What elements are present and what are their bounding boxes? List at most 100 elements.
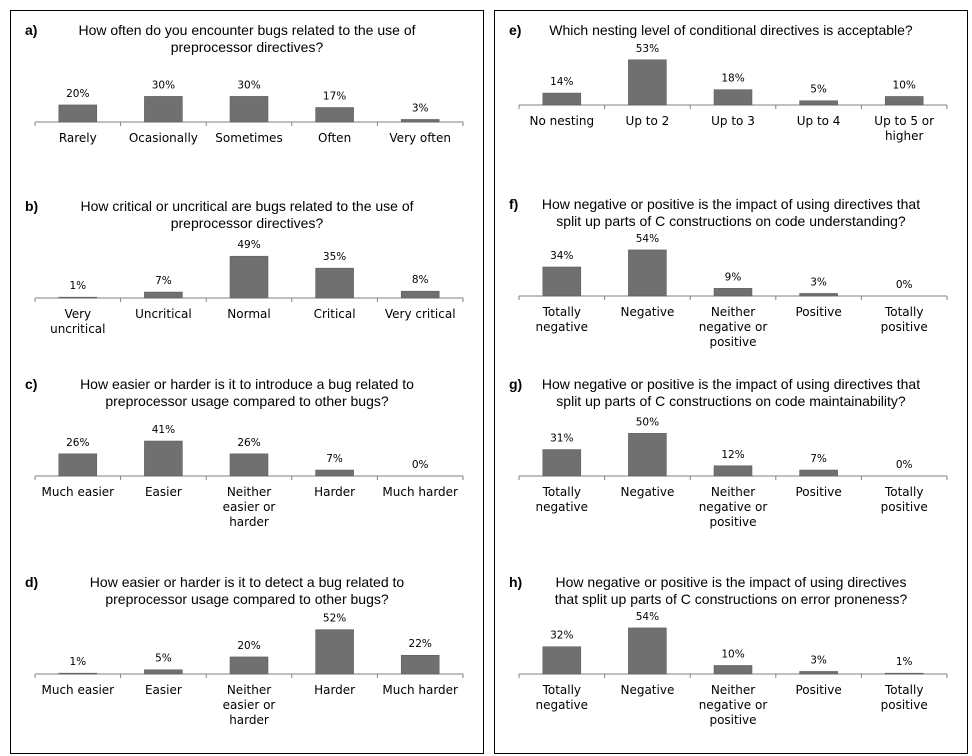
data-label: 54% xyxy=(636,233,659,245)
category-label-line: positive xyxy=(881,500,928,514)
data-label: 30% xyxy=(152,79,175,91)
data-label: 7% xyxy=(810,453,827,465)
category-label-line: Negative xyxy=(620,485,674,499)
category-label: Positive xyxy=(795,683,841,697)
data-label: 50% xyxy=(636,416,659,428)
category-label: Harder xyxy=(314,683,355,697)
data-label: 8% xyxy=(412,274,429,286)
bar xyxy=(628,433,667,477)
chart-svg: Which nesting level of conditional direc… xyxy=(509,22,948,143)
chart-letter: d) xyxy=(25,574,38,590)
category-label-line: Often xyxy=(318,131,351,145)
bar xyxy=(713,288,753,297)
category-label-line: Positive xyxy=(795,305,841,319)
bar xyxy=(58,104,98,123)
data-label: 1% xyxy=(896,656,913,668)
data-label: 5% xyxy=(810,84,827,96)
category-label: Easier xyxy=(145,683,182,697)
chart-svg: How often do you encounter bugs related … xyxy=(25,22,464,145)
category-label-line: positive xyxy=(709,713,756,727)
chart-title-line: preprocessor usage compared to other bug… xyxy=(105,591,388,607)
data-label: 1% xyxy=(69,656,86,668)
category-label-line: positive xyxy=(881,698,928,712)
category-label: Totally negative xyxy=(536,683,588,712)
data-label: 0% xyxy=(896,279,913,291)
data-label: 10% xyxy=(893,79,916,91)
chart-title-line: preprocessor directives? xyxy=(171,215,324,231)
bar xyxy=(315,629,354,675)
data-label: 20% xyxy=(237,640,260,652)
bar xyxy=(884,96,924,106)
chart-h: How negative or positive is the impact o… xyxy=(495,571,967,751)
category-label-line: Much harder xyxy=(382,485,458,499)
bar xyxy=(58,453,98,477)
data-label: 54% xyxy=(636,611,659,623)
category-label: Often xyxy=(318,131,351,145)
category-label-line: Negative xyxy=(620,683,674,697)
data-label: 49% xyxy=(237,239,260,251)
chart-title-line: Which nesting level of conditional direc… xyxy=(549,22,913,38)
chart-title-line: split up parts of C constructions on cod… xyxy=(556,213,906,229)
category-label-line: Harder xyxy=(314,683,355,697)
chart-f: How negative or positive is the impact o… xyxy=(495,193,967,373)
category-label-line: negative xyxy=(536,698,588,712)
chart-title-line: preprocessor directives? xyxy=(171,39,324,55)
category-label-line: Normal xyxy=(227,307,270,321)
category-label-line: Very xyxy=(64,307,91,321)
chart-title-line: How often do you encounter bugs related … xyxy=(78,22,415,38)
category-label-line: Harder xyxy=(314,485,355,499)
bar xyxy=(542,449,582,477)
category-label: Much harder xyxy=(382,683,458,697)
category-label-line: Positive xyxy=(795,683,841,697)
category-label: Uncritical xyxy=(135,307,192,321)
category-label-line: Critical xyxy=(314,307,356,321)
category-label: Ocasionally xyxy=(129,131,198,145)
category-label: Neither negative or positive xyxy=(699,485,768,529)
data-label: 26% xyxy=(237,437,260,449)
chart-title-line: split up parts of C constructions on cod… xyxy=(556,393,906,409)
category-label-line: Easier xyxy=(145,683,182,697)
category-label: Harder xyxy=(314,485,355,499)
bar xyxy=(628,59,667,106)
category-label-line: positive xyxy=(881,320,928,334)
bar xyxy=(400,119,440,123)
category-label-line: Neither xyxy=(711,485,755,499)
category-label-line: Totally xyxy=(542,485,581,499)
category-label-line: Much easier xyxy=(41,683,114,697)
chart-title-line: preprocessor usage compared to other bug… xyxy=(105,393,388,409)
category-label: Rarely xyxy=(59,131,97,145)
data-label: 3% xyxy=(810,654,827,666)
chart-title: How easier or harder is it to introduce … xyxy=(80,376,414,409)
chart-c: How easier or harder is it to introduce … xyxy=(11,373,483,553)
chart-title-line: How negative or positive is the impact o… xyxy=(542,196,920,212)
bar xyxy=(229,255,269,299)
category-label-line: easier or xyxy=(223,698,276,712)
chart-letter: f) xyxy=(509,196,518,212)
data-label: 35% xyxy=(323,251,346,263)
category-label: Much easier xyxy=(41,485,114,499)
category-label-line: easier or xyxy=(223,500,276,514)
bar xyxy=(144,291,183,299)
category-label: Totally negative xyxy=(536,485,588,514)
chart-title-line: How negative or positive is the impact o… xyxy=(542,376,920,392)
category-label-line: Totally xyxy=(884,683,923,697)
bar xyxy=(315,107,354,123)
category-label-line: Negative xyxy=(620,305,674,319)
category-label: Negative xyxy=(620,485,674,499)
bar xyxy=(229,656,269,675)
category-label: Easier xyxy=(145,485,182,499)
chart-svg: How negative or positive is the impact o… xyxy=(509,196,948,349)
category-label: Sometimes xyxy=(215,131,282,145)
category-label: Up to 3 xyxy=(711,114,755,128)
category-label: Much harder xyxy=(382,485,458,499)
data-label: 3% xyxy=(810,276,827,288)
category-label-line: Easier xyxy=(145,485,182,499)
data-label: 3% xyxy=(412,102,429,114)
bar xyxy=(315,267,354,299)
data-label: 10% xyxy=(721,648,744,660)
category-label: Very often xyxy=(389,131,451,145)
data-label: 5% xyxy=(155,653,172,665)
bar xyxy=(713,89,753,106)
chart-title-line: How easier or harder is it to introduce … xyxy=(80,376,414,392)
bar xyxy=(400,290,440,299)
